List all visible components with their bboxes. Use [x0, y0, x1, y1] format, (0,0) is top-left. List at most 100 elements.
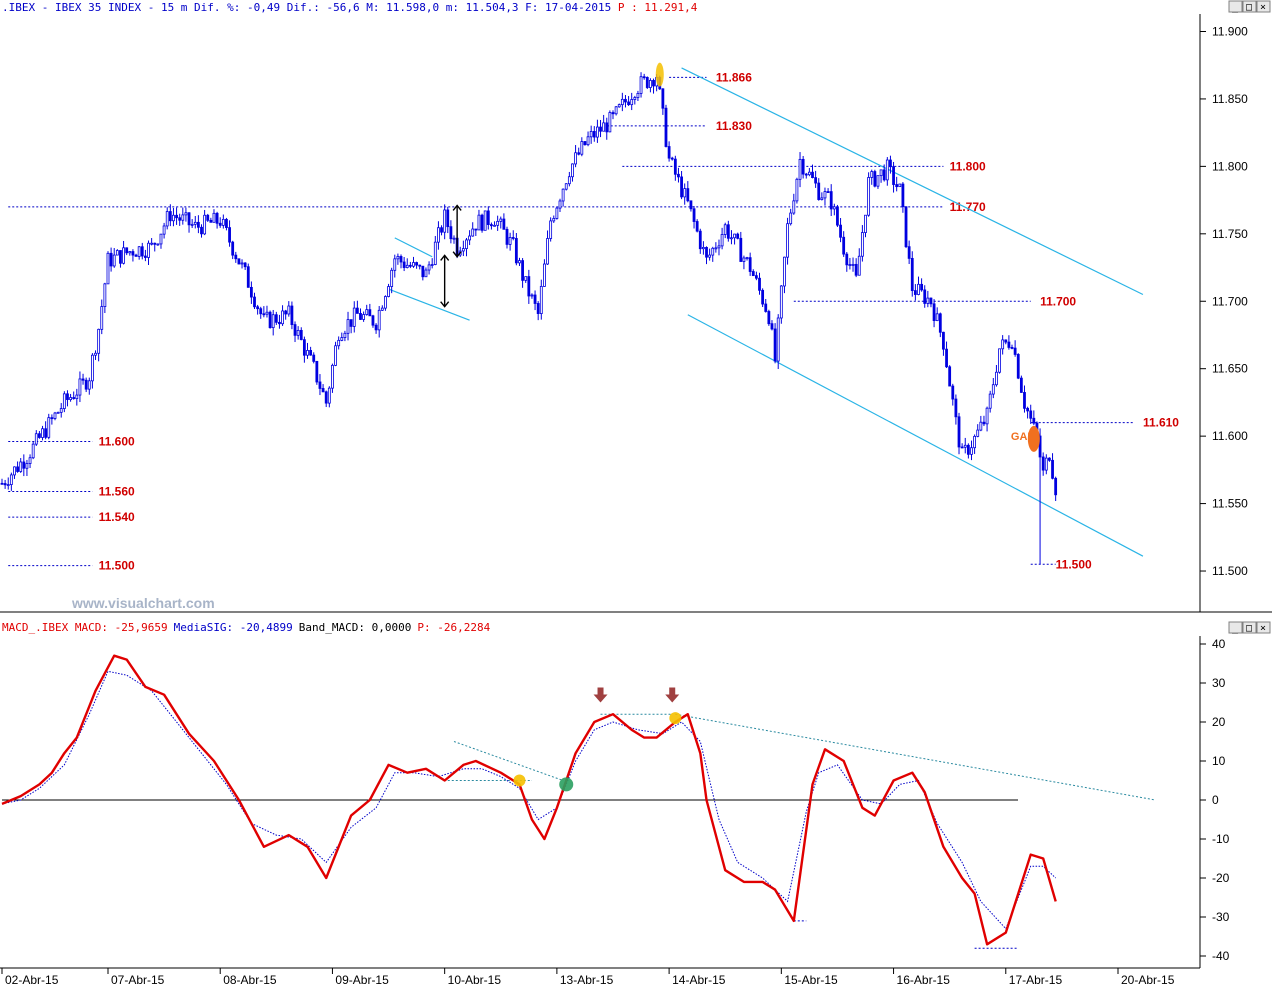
- measure-arrow-lower-head-top: [440, 254, 450, 261]
- candle-body: [885, 159, 889, 181]
- candle-body: [278, 321, 281, 325]
- candle-body: [938, 313, 942, 333]
- macd-y-tick-label: -10: [1212, 832, 1230, 846]
- candle-body: [246, 266, 250, 288]
- candle-body: [574, 152, 577, 165]
- candle-body: [0, 482, 4, 485]
- candle-body: [502, 218, 506, 230]
- candle-body: [546, 238, 549, 265]
- candle-body: [446, 209, 450, 228]
- macd-minimize-button[interactable]: [1228, 621, 1243, 634]
- macd-close-button[interactable]: [1256, 621, 1271, 634]
- candle-body: [221, 218, 225, 226]
- candle-body: [580, 141, 584, 155]
- candle-body: [567, 176, 571, 185]
- watermark: www.visualchart.com: [71, 595, 215, 611]
- candle-body: [256, 306, 260, 310]
- candle-body: [758, 277, 761, 291]
- candle-body: [957, 416, 961, 448]
- candle-body: [380, 307, 384, 311]
- candle-body: [839, 224, 842, 238]
- macd-maximize-button[interactable]: [1242, 621, 1257, 634]
- candle-body: [362, 314, 366, 320]
- candle-body: [829, 191, 833, 210]
- candle-body: [733, 233, 736, 239]
- candle-body: [667, 146, 671, 159]
- candle-body: [9, 474, 13, 485]
- level-label: 11.500: [1056, 557, 1092, 571]
- candle-body: [864, 214, 867, 233]
- maximize-button[interactable]: [1242, 0, 1257, 13]
- price-y-tick-label: 11.900: [1212, 24, 1248, 38]
- divergence-arrow: [665, 687, 680, 703]
- candle-body: [555, 207, 559, 219]
- candle-body: [817, 182, 821, 200]
- candle-body: [140, 246, 144, 257]
- candle-body: [387, 286, 390, 297]
- candle-body: [792, 200, 796, 214]
- candle-body: [28, 457, 32, 464]
- x-tick-label: 17-Abr-15: [1009, 973, 1063, 987]
- candle-body: [589, 131, 593, 138]
- candle-body: [137, 246, 141, 257]
- flag-lower-line: [388, 288, 470, 321]
- candle-body: [543, 263, 546, 287]
- candle-body: [879, 169, 883, 177]
- candle-body: [599, 126, 602, 132]
- candle-body: [1048, 457, 1051, 461]
- candle-body: [91, 354, 94, 382]
- svg-text:□: □: [1246, 2, 1252, 13]
- price-plot: 11.866 11.830 11.800 11.770 11.700 11.610 11.6…: [0, 62, 1179, 573]
- svg-text:_: _: [1232, 2, 1239, 13]
- candle-body: [352, 307, 356, 327]
- candle-body: [296, 329, 300, 336]
- svg-text:_: _: [1232, 623, 1239, 634]
- close-button[interactable]: [1256, 0, 1271, 13]
- candle-body: [293, 324, 297, 336]
- candle-body: [907, 246, 911, 259]
- price-header-info: .IBEX - IBEX 35 INDEX - 15 m Dif. %: -0,…: [2, 1, 618, 14]
- candle-body: [605, 122, 609, 133]
- candle-body: [714, 247, 718, 250]
- candle-body: [306, 350, 309, 356]
- candle-body: [262, 313, 266, 316]
- candle-body: [1054, 477, 1058, 496]
- candle-body: [624, 98, 627, 103]
- candle-body: [764, 303, 768, 312]
- candle-body: [321, 388, 325, 393]
- candle-body: [639, 76, 643, 94]
- candle-body: [365, 309, 369, 315]
- candle-body: [486, 210, 490, 225]
- candle-body: [954, 398, 958, 418]
- candle-body: [536, 303, 540, 314]
- candle-body: [860, 232, 864, 257]
- candle-body: [798, 158, 802, 180]
- candle-body: [767, 311, 771, 325]
- candle-body: [452, 237, 456, 240]
- candle-body: [477, 214, 481, 231]
- candle-body: [730, 237, 733, 240]
- candle-body: [234, 254, 238, 260]
- candle-body: [115, 250, 119, 256]
- candle-body: [920, 283, 924, 291]
- candle-body: [225, 218, 228, 228]
- candle-body: [820, 197, 824, 200]
- minimize-button[interactable]: [1228, 0, 1243, 13]
- candle-body: [449, 226, 453, 240]
- candle-body: [966, 444, 970, 455]
- candle-body: [200, 226, 203, 235]
- candle-body: [1016, 354, 1020, 379]
- candle-body: [942, 331, 945, 350]
- candle-body: [521, 260, 524, 281]
- candle-body: [901, 183, 905, 208]
- candle-body: [178, 217, 182, 221]
- candle-body: [490, 224, 493, 227]
- candle-body: [16, 466, 19, 472]
- macd-header: MACD_.IBEX MACD: -25,9659 MediaSIG: -20,4…: [2, 621, 491, 634]
- candle-body: [1004, 339, 1008, 343]
- candle-body: [630, 99, 634, 106]
- candle-body: [399, 256, 403, 263]
- candle-body: [349, 319, 353, 327]
- candle-body: [608, 112, 612, 133]
- measure-arrow-upper-head-bottom: [452, 251, 462, 258]
